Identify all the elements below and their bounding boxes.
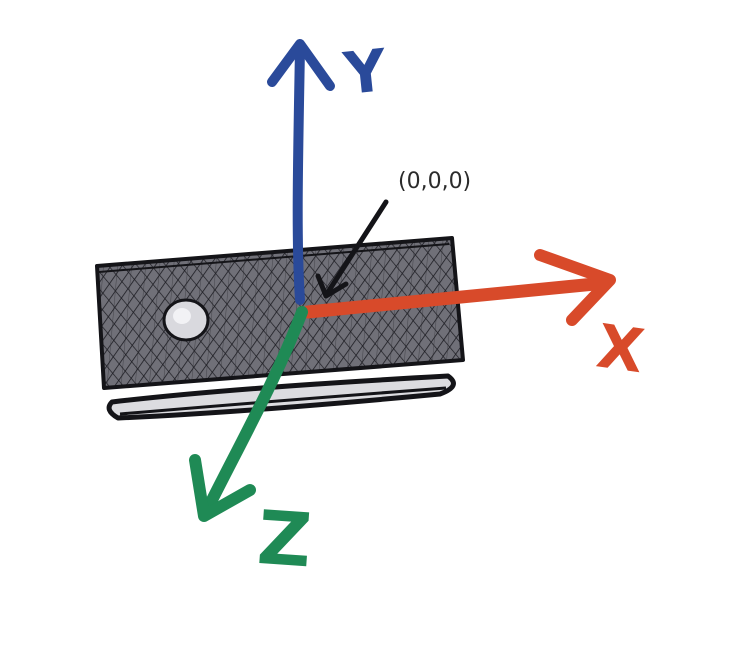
y-axis-arrow [267, 39, 335, 305]
origin-pointer-arrow [315, 199, 389, 299]
device-body [95, 236, 465, 390]
lens-circle [162, 298, 210, 342]
origin-label: (0,0,0) [398, 169, 471, 194]
x-axis-label: X [593, 312, 649, 388]
z-axis-arrow [189, 306, 308, 522]
x-axis-arrow [301, 249, 616, 326]
device-base [106, 373, 456, 421]
z-axis-label: Z [255, 495, 315, 585]
y-axis-label: Y [340, 36, 391, 108]
